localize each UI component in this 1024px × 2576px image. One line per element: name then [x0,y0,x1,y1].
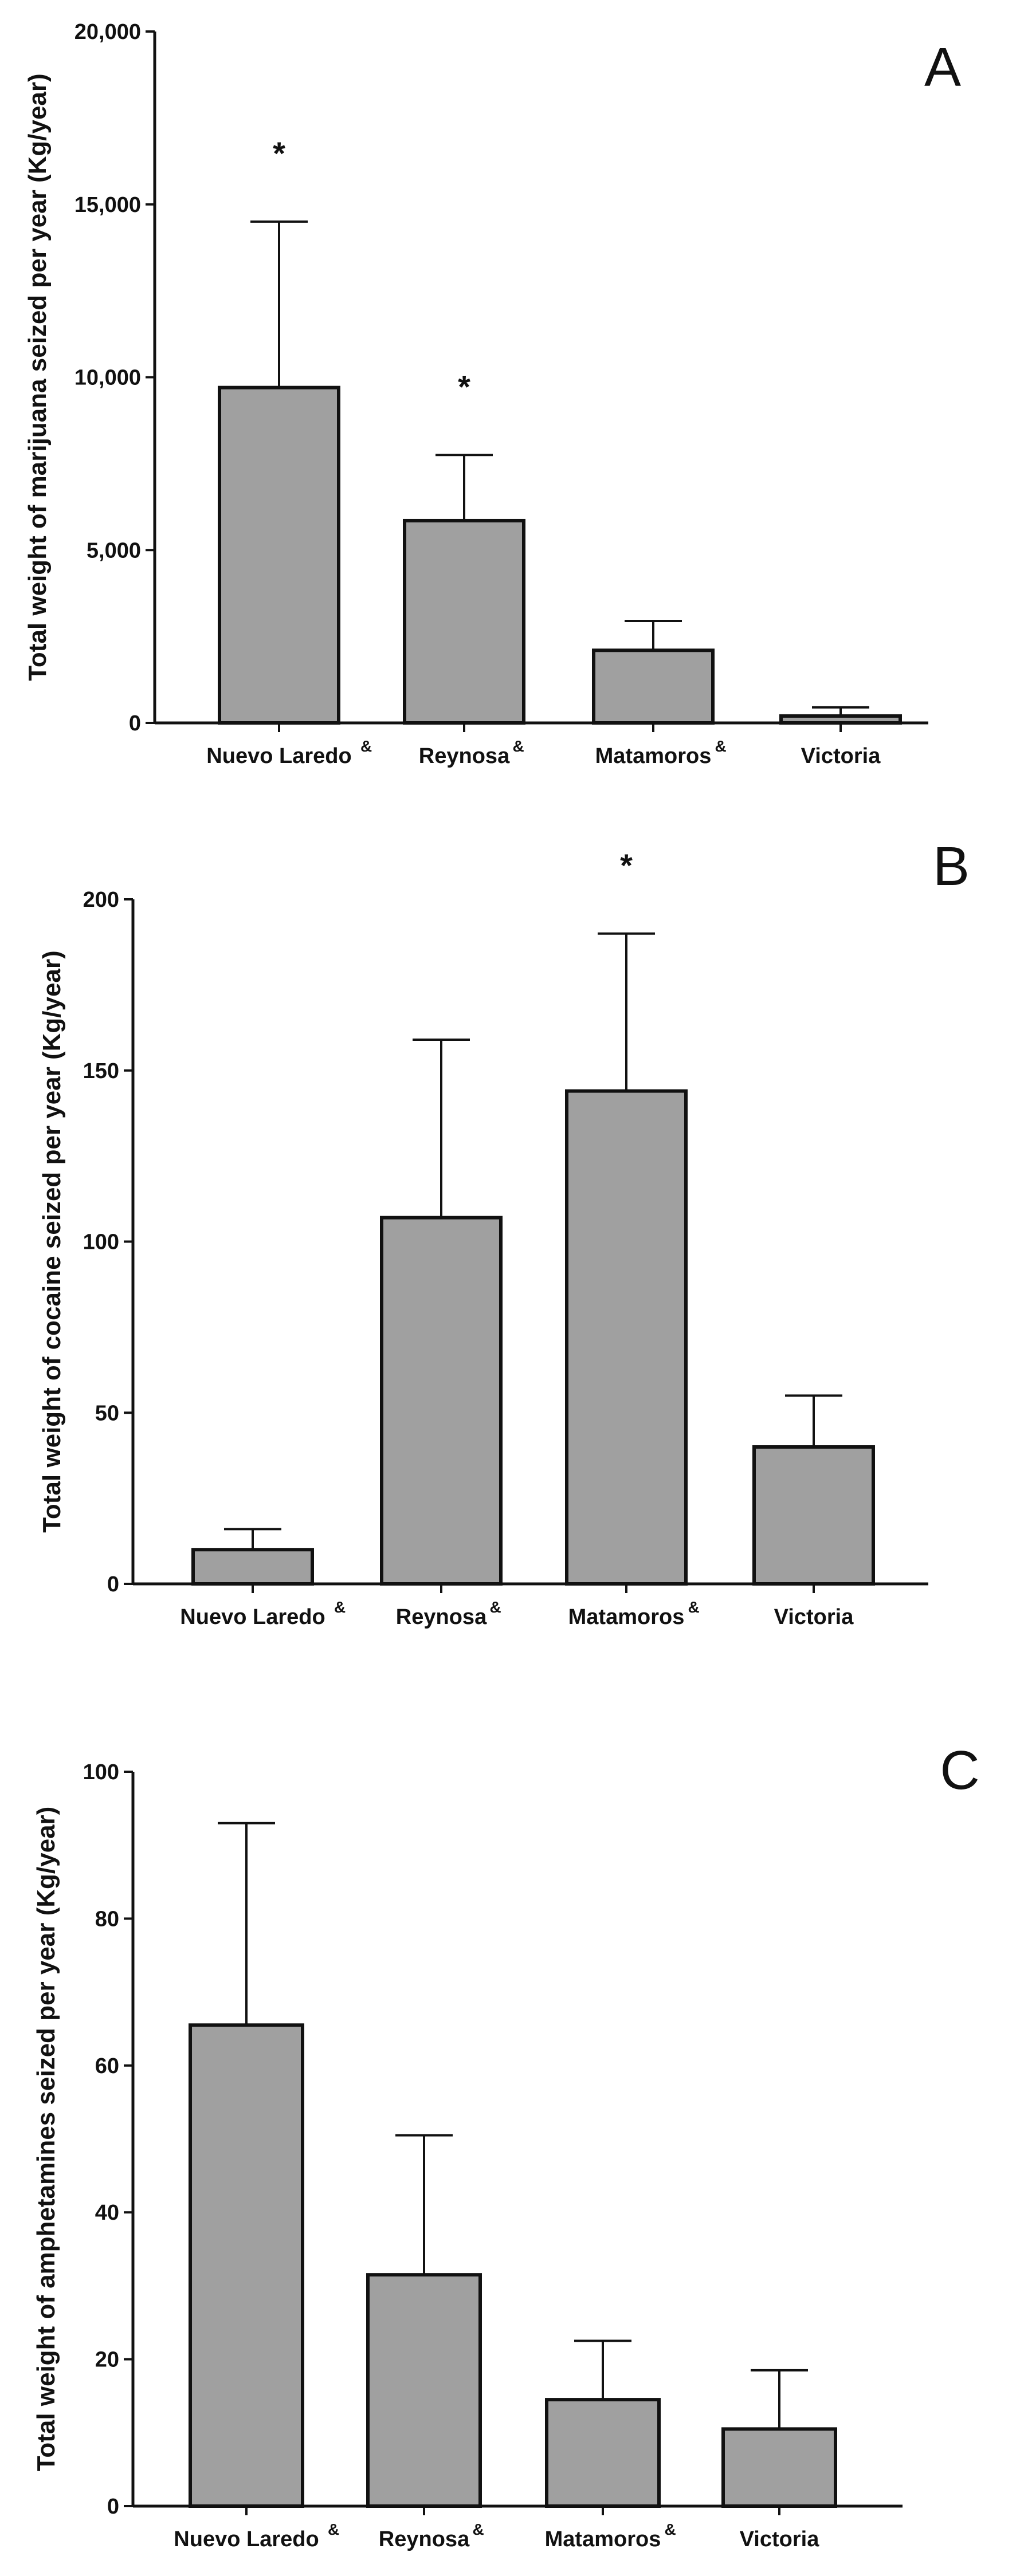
y-tick-label: 0 [107,2495,119,2519]
x-tick-label: Nuevo Laredo [174,2527,319,2551]
x-tick-label: Reynosa [396,1605,487,1629]
bar-nuevo-laredo [191,1548,314,1586]
y-tick-label: 0 [107,1572,119,1596]
bar-victoria [752,1445,875,1586]
significance-star: * [620,847,633,883]
bar-reynosa [380,1216,503,1586]
bar-matamoros [565,1089,688,1586]
panel-letter: C [940,1740,979,1801]
chart-panel-c: 0 20 40 60 80 100 Total weight of amphetamines… [32,1740,980,2551]
x-tick-label: Victoria [740,2527,820,2551]
category-mark: & [334,1598,346,1616]
y-tick-label: 150 [83,1059,119,1083]
x-tick-label: Reynosa [379,2527,470,2551]
bar-matamoros [592,648,715,725]
y-tick-label: 60 [95,2054,119,2078]
significance-star: * [458,368,470,404]
x-tick-label: Matamoros [545,2527,661,2551]
bar-victoria [721,2427,837,2508]
category-mark: & [473,2520,484,2538]
bar-victoria [779,714,902,725]
y-tick-label: 5,000 [87,538,141,563]
y-tick-label: 200 [83,888,119,912]
category-mark: & [360,737,372,755]
x-tick-label: Victoria [801,744,881,768]
y-tick-label: 100 [83,1760,119,1784]
y-tick-label: 10,000 [74,366,141,390]
category-mark: & [513,737,524,755]
y-tick-label: 100 [83,1230,119,1254]
bar-nuevo-laredo [189,2023,304,2508]
x-tick-label: Nuevo Laredo [206,744,351,768]
y-tick-label: 40 [95,2201,119,2225]
category-mark: & [328,2520,339,2538]
chart-panel-a: 0 5,000 10,000 15,000 20,000 Total weight of … [23,20,961,768]
y-tick-label: 20 [95,2348,119,2372]
x-tick-label: Reynosa [419,744,510,768]
x-tick-label: Matamoros [595,744,712,768]
y-tick-label: 50 [95,1401,119,1425]
y-tick-label: 20,000 [74,20,141,44]
x-tick-label: Victoria [774,1605,854,1629]
significance-star: * [273,135,285,171]
chart-panel-b: 0 50 100 150 200 Total weight of cocaine seiz… [38,836,970,1629]
y-tick-label: 80 [95,1907,119,1931]
panel-letter: A [924,37,961,98]
y-tick-label: 15,000 [74,193,141,217]
bar-matamoros [545,2398,661,2508]
category-mark: & [490,1598,501,1616]
y-axis-label: Total weight of marijuana seized per yea… [23,73,52,681]
x-tick-label: Nuevo Laredo [180,1605,325,1629]
y-axis-label: Total weight of amphetamines seized per … [32,1807,60,2472]
y-axis-label: Total weight of cocaine seized per year … [38,950,66,1532]
bar-reynosa [403,518,525,725]
x-tick-label: Matamoros [568,1605,685,1629]
bar-reynosa [366,2273,482,2508]
panel-letter: B [933,836,970,897]
bar-nuevo-laredo [218,386,340,725]
y-tick-label: 0 [129,711,141,736]
category-mark: & [665,2520,676,2538]
category-mark: & [715,737,727,755]
category-mark: & [688,1598,700,1616]
